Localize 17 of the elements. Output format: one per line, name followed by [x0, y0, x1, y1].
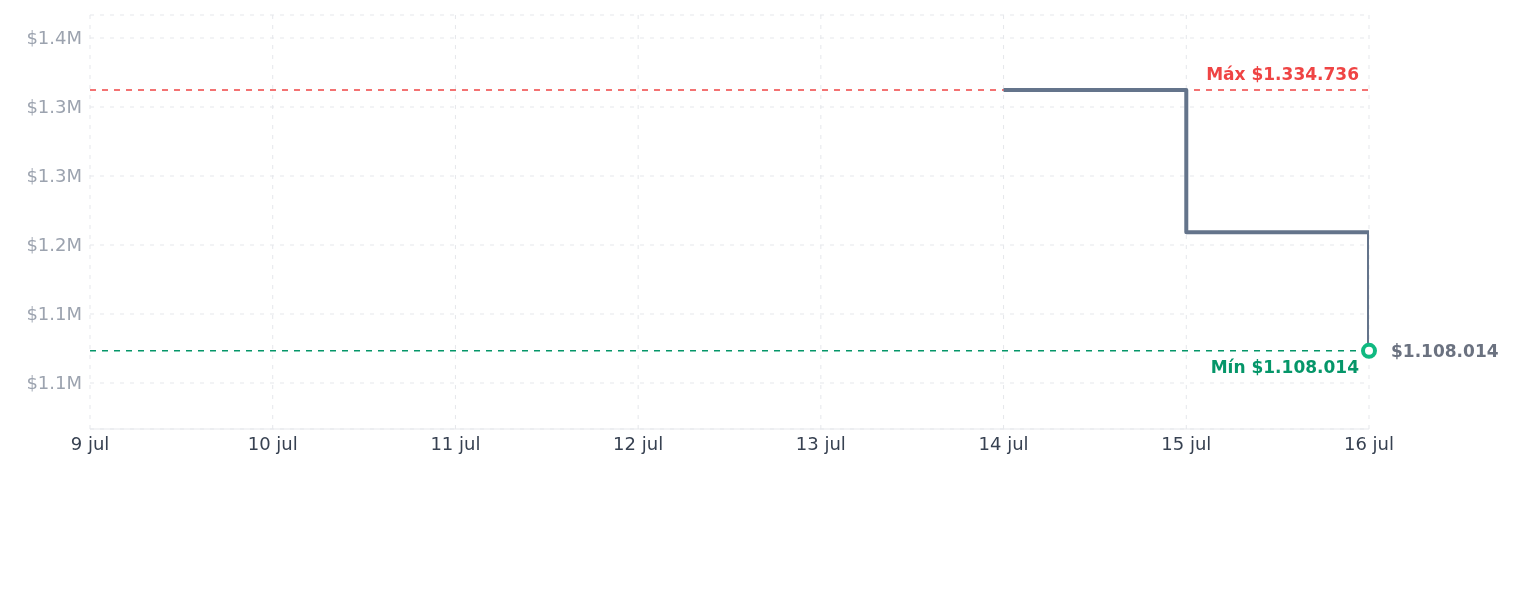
- y-tick-label: $1.1M: [26, 372, 82, 394]
- y-tick-label: $1.2M: [26, 234, 82, 256]
- annotation: $1.108.014: [1391, 340, 1499, 361]
- x-tick-label: 13 jul: [795, 432, 846, 454]
- x-tick-label: 11 jul: [430, 432, 481, 454]
- y-tick-label: $1.4M: [26, 27, 82, 49]
- y-tick-label: $1.1M: [26, 303, 82, 325]
- ref-line-label: Mín $1.108.014: [1210, 356, 1360, 377]
- x-tick-label: 16 jul: [1343, 432, 1395, 454]
- x-tick-label: 10 jul: [247, 432, 298, 454]
- x-tick-label: 9 jul: [70, 432, 110, 454]
- y-tick-label: $1.3M: [26, 96, 82, 118]
- x-tick-label: 14 jul: [978, 432, 1029, 454]
- x-tick-label: 15 jul: [1161, 432, 1212, 454]
- ref-line-label: Máx $1.334.736: [1206, 64, 1359, 85]
- x-tick-label: 12 jul: [613, 432, 664, 454]
- y-tick-label: $1.3M: [26, 165, 82, 187]
